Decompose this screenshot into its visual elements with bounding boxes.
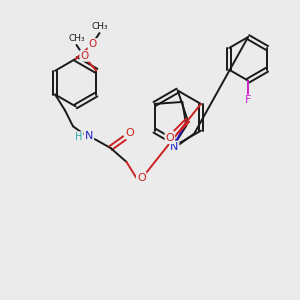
Text: O: O: [137, 173, 146, 183]
Text: O: O: [88, 39, 97, 49]
Text: CH₃: CH₃: [68, 34, 85, 43]
Text: O: O: [125, 128, 134, 138]
Text: O: O: [165, 133, 174, 143]
Text: N: N: [170, 142, 178, 152]
Text: H: H: [75, 132, 82, 142]
Text: O: O: [80, 51, 88, 61]
Text: CH₃: CH₃: [91, 22, 108, 31]
Text: F: F: [245, 95, 251, 106]
Text: N: N: [85, 131, 93, 141]
